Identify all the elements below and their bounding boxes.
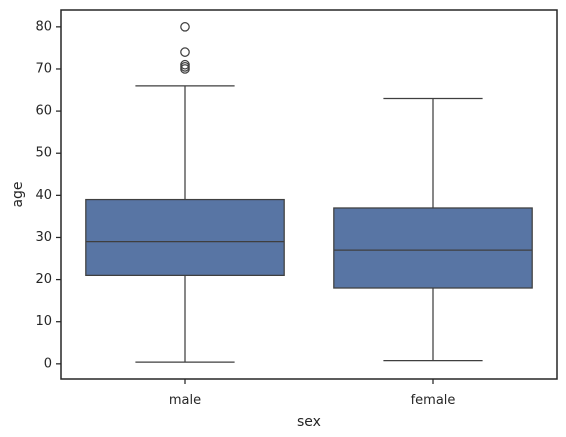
- y-tick-label: 80: [35, 19, 52, 34]
- outlier-point: [180, 47, 190, 57]
- y-tick-label: 50: [35, 146, 52, 161]
- y-axis-label: age: [10, 181, 26, 207]
- outlier-point: [180, 59, 190, 70]
- y-tick-label: 70: [35, 61, 52, 76]
- box-iqr: [333, 207, 533, 289]
- box-group-female: [333, 97, 533, 362]
- x-tick-label: female: [411, 393, 456, 408]
- plot-marks: [85, 22, 533, 363]
- y-tick-label: 40: [35, 188, 52, 203]
- y-axis: 0 10 20 30 40 50 60 70 80: [35, 19, 61, 371]
- y-tick-label: 60: [35, 104, 52, 119]
- plot-frame: [60, 9, 558, 380]
- outlier-point: [180, 22, 190, 32]
- box-iqr: [85, 198, 285, 277]
- x-axis: male female: [169, 379, 456, 408]
- x-axis-label: sex: [297, 414, 321, 430]
- box-group-male: [85, 22, 285, 363]
- y-tick-label: 0: [44, 356, 52, 371]
- y-tick-label: 20: [35, 272, 52, 287]
- x-tick-label: male: [169, 393, 201, 408]
- y-tick-label: 10: [35, 314, 52, 329]
- y-tick-label: 30: [35, 230, 52, 245]
